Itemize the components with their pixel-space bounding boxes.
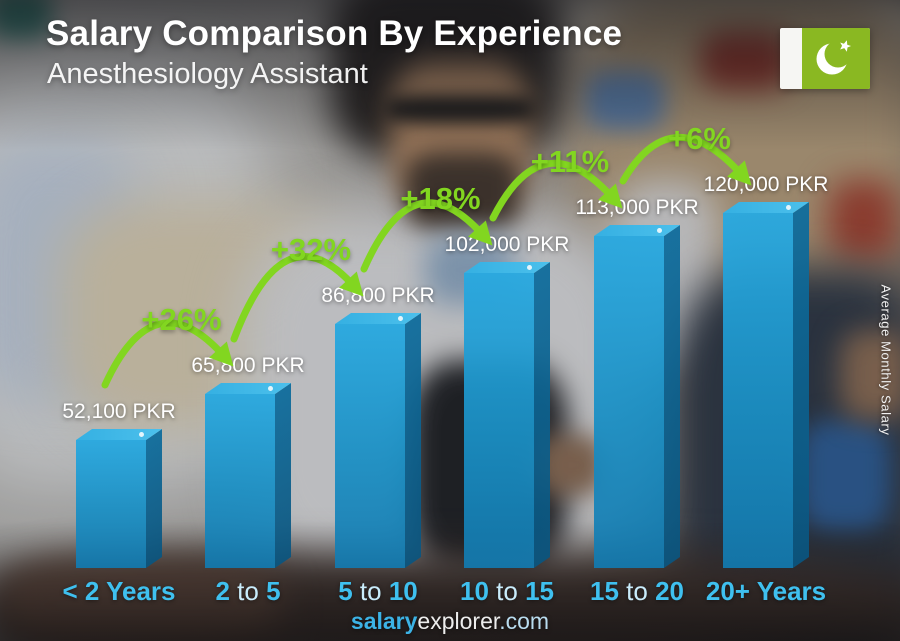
bar-front-face	[723, 213, 793, 568]
bar-3d	[723, 202, 809, 568]
bar-top-face	[464, 262, 550, 273]
bar-value-label: 120,000 PKR	[703, 173, 829, 196]
bar-value-label: 86,800 PKR	[321, 284, 435, 307]
bar-group: 52,100 PKR < 2 Years	[62, 400, 175, 606]
page-title: Salary Comparison By Experience	[46, 14, 623, 53]
highlight-dot	[268, 386, 273, 391]
bar-group: 120,000 PKR 20+ Years	[704, 173, 829, 606]
bar-side-face	[146, 429, 162, 568]
category-label-segment: to	[352, 576, 389, 606]
bar-top-face	[335, 313, 421, 324]
bar-side-face	[664, 225, 680, 568]
category-label: 20+ Years	[706, 576, 826, 607]
bar-side-face	[405, 313, 421, 568]
bg-blue-basket	[800, 420, 890, 530]
footer-brand-light: explorer	[417, 608, 500, 634]
highlight-dot	[786, 205, 791, 210]
pct-increase-label: +11%	[530, 144, 610, 179]
bar-side-face	[793, 202, 809, 568]
category-label: 2 to 5	[215, 576, 280, 607]
bar-value-label: 52,100 PKR	[62, 400, 176, 423]
category-label-segment: to	[488, 576, 526, 606]
category-label-segment: 15	[525, 576, 554, 606]
bar-front-face	[76, 440, 146, 568]
highlight-dot	[657, 228, 662, 233]
bg-products-red2	[828, 180, 898, 260]
category-label-segment: 5	[338, 576, 353, 606]
bar-group: 113,000 PKR 15 to 20	[575, 196, 698, 606]
bar-group: 65,800 PKR 2 to 5	[191, 354, 304, 606]
page-subtitle: Anesthesiology Assistant	[47, 58, 368, 90]
bar-top-face	[723, 202, 809, 213]
pakistan-flag-svg	[780, 28, 870, 89]
bar-top-face	[594, 225, 680, 236]
bar-value-label: 102,000 PKR	[444, 233, 570, 256]
bar-side-face	[275, 383, 291, 568]
category-label: < 2 Years	[62, 576, 175, 607]
top-vignette	[0, 0, 900, 150]
category-label-segment: to	[229, 576, 267, 606]
bar-top-face	[205, 383, 291, 394]
category-label-segment: 20+ Years	[705, 576, 827, 606]
bar-3d	[464, 262, 550, 568]
bar-top-face	[76, 429, 162, 440]
bar-front-face	[335, 324, 405, 568]
bar-group: 86,800 PKR 5 to 10	[321, 284, 434, 606]
category-label-segment: < 2 Years	[62, 576, 176, 606]
bar-3d	[205, 383, 291, 568]
highlight-dot	[398, 316, 403, 321]
highlight-dot	[139, 432, 144, 437]
pct-increase-label: +26%	[141, 302, 222, 337]
bar-value-label: 113,000 PKR	[575, 196, 699, 219]
bar-value-label: 65,800 PKR	[191, 354, 305, 377]
bar-group: 102,000 PKR 10 to 15	[445, 233, 570, 606]
pakistan-flag-icon	[780, 28, 870, 89]
site-footer-link[interactable]: salaryexplorer.com	[0, 608, 900, 635]
bar-3d	[594, 225, 680, 568]
pct-increase-label: +6%	[668, 121, 731, 156]
pct-increase-label: +32%	[270, 232, 352, 267]
y-axis-label: Average Monthly Salary	[878, 284, 894, 436]
category-label-segment: 2	[215, 576, 230, 606]
category-label-segment: 15	[590, 576, 619, 606]
category-label: 5 to 10	[338, 576, 418, 607]
category-label: 15 to 20	[590, 576, 684, 607]
bar-front-face	[464, 273, 534, 568]
footer-brand-bold: salary	[350, 608, 418, 634]
category-label-segment: 10	[460, 576, 489, 606]
category-label: 10 to 15	[460, 576, 554, 607]
bar-3d	[335, 313, 421, 568]
category-label-segment: 10	[388, 576, 418, 606]
pct-increase-label: +18%	[400, 181, 481, 216]
footer-tld: .com	[499, 608, 550, 634]
bar-3d	[76, 429, 162, 568]
category-label-segment: 20	[655, 576, 684, 606]
bar-front-face	[594, 236, 664, 568]
bar-side-face	[534, 262, 550, 568]
highlight-dot	[527, 265, 532, 270]
category-label-segment: to	[618, 576, 656, 606]
bar-front-face	[205, 394, 275, 568]
bg-hand	[840, 330, 900, 420]
category-label-segment: 5	[266, 576, 281, 606]
